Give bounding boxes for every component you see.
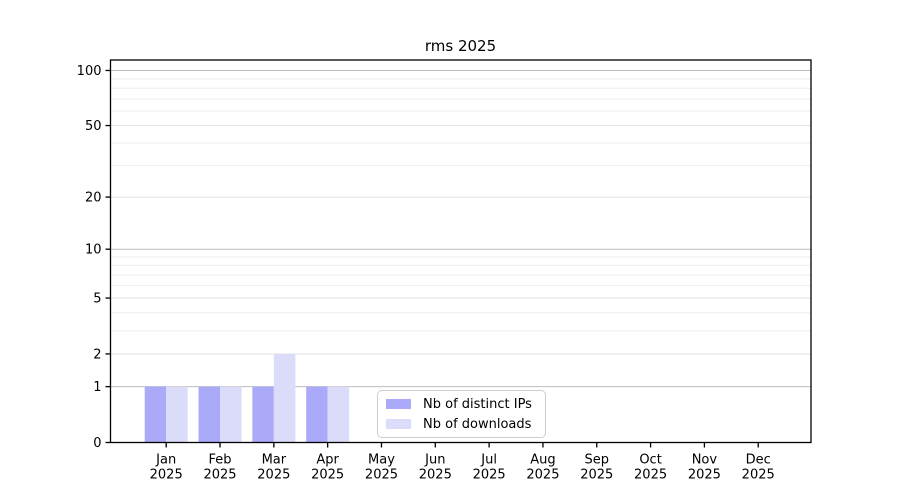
y-tick-label: 0 xyxy=(93,436,101,451)
x-tick-label-month: May xyxy=(368,453,395,468)
x-tick-label-year: 2025 xyxy=(688,468,721,483)
x-tick-label-year: 2025 xyxy=(365,468,398,483)
x-tick-label-month: Dec xyxy=(746,453,771,468)
legend-row: Nb of distinct IPs xyxy=(386,397,537,412)
bar-downloads xyxy=(327,386,350,443)
x-tick-label-month: Mar xyxy=(262,453,287,468)
x-tick-label-month: Sep xyxy=(585,453,610,468)
x-tick-label-year: 2025 xyxy=(150,468,183,483)
legend-swatch-distinct-ips xyxy=(386,399,411,409)
x-tick-label-month: Jul xyxy=(480,453,497,468)
y-tick-label: 100 xyxy=(77,64,102,79)
x-tick-label-month: Aug xyxy=(530,453,555,468)
x-tick-label-year: 2025 xyxy=(473,468,506,483)
x-tick-label-year: 2025 xyxy=(634,468,667,483)
y-tick-label: 50 xyxy=(85,119,102,134)
x-tick-label-month: Oct xyxy=(639,453,661,468)
bar-distinct-ips xyxy=(306,386,328,443)
plot-border xyxy=(109,59,812,444)
legend: Nb of distinct IPs Nb of downloads xyxy=(377,390,546,438)
chart-title: rms 2025 xyxy=(424,37,497,55)
y-tick-label: 10 xyxy=(85,243,102,258)
legend-swatch-downloads xyxy=(386,419,411,429)
bar-downloads xyxy=(273,353,296,443)
x-tick-label-month: Feb xyxy=(209,453,232,468)
y-tick-label: 20 xyxy=(85,191,102,206)
x-tick-label-month: Jun xyxy=(424,453,445,468)
x-tick-label-year: 2025 xyxy=(526,468,559,483)
x-tick-label-year: 2025 xyxy=(311,468,344,483)
bar-downloads xyxy=(220,386,242,443)
x-tick-label-month: Jan xyxy=(155,453,176,468)
y-tick-label: 1 xyxy=(93,380,101,395)
legend-row: Nb of downloads xyxy=(386,417,537,432)
x-tick-label-year: 2025 xyxy=(419,468,452,483)
x-tick-label-month: Apr xyxy=(316,453,339,468)
bar-distinct-ips xyxy=(198,386,221,443)
legend-label-downloads: Nb of downloads xyxy=(423,416,532,432)
bar-distinct-ips xyxy=(252,386,274,443)
legend-label-distinct-ips: Nb of distinct IPs xyxy=(423,396,532,412)
x-tick-label-year: 2025 xyxy=(203,468,236,483)
bar-downloads xyxy=(166,386,188,443)
x-tick-label-year: 2025 xyxy=(580,468,613,483)
y-tick-label: 5 xyxy=(93,292,101,307)
y-tick-label: 2 xyxy=(93,347,101,362)
x-tick-label-month: Nov xyxy=(692,453,718,468)
x-tick-label-year: 2025 xyxy=(742,468,775,483)
bar-distinct-ips xyxy=(144,386,167,443)
x-tick-label-year: 2025 xyxy=(257,468,290,483)
